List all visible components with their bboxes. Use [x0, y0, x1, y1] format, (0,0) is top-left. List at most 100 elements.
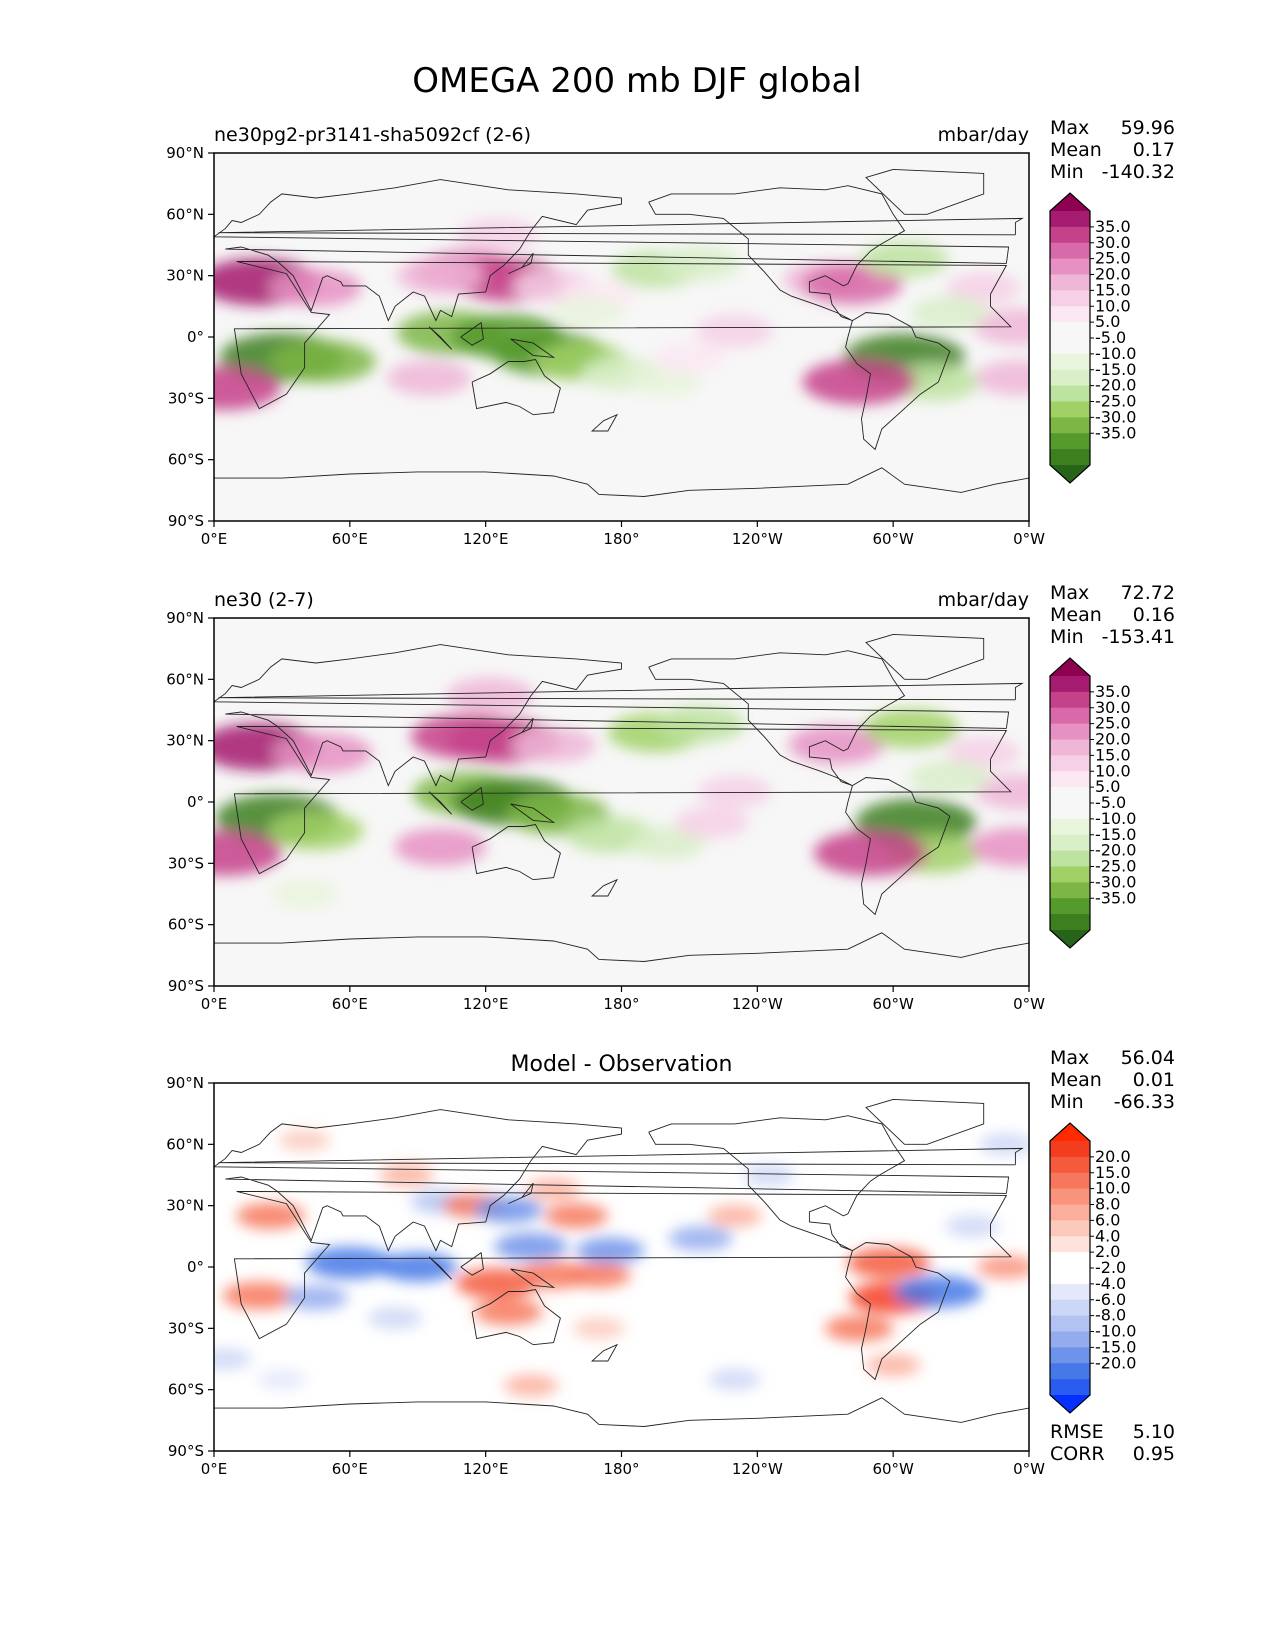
colorbar-tick-label: -35.0 [1095, 423, 1136, 442]
field-feature [378, 1252, 457, 1282]
field-feature [860, 240, 949, 278]
colorbar-segment [1050, 1156, 1090, 1174]
field-feature [847, 1247, 931, 1279]
colorbar-segment [1050, 369, 1090, 387]
field-feature [865, 1354, 921, 1377]
field-feature [445, 677, 535, 715]
colorbar-tick-label: -25.0 [1095, 392, 1136, 411]
colorbar: 35.030.025.020.015.010.05.0-5.0-10.0-15.… [1049, 192, 1136, 484]
y-tick-label: 60°N [166, 670, 204, 688]
colorbar-tick-label: -8.0 [1095, 1306, 1126, 1325]
x-tick-label: 60°E [332, 995, 368, 1013]
stat-label: Min [1050, 626, 1084, 648]
x-tick-label: 60°E [332, 530, 368, 548]
metric-value: 0.95 [1133, 1443, 1175, 1465]
coastline [233, 260, 1012, 410]
x-tick-label: 180° [603, 1460, 639, 1478]
colorbar-segment [1050, 755, 1090, 772]
colorbar-tick-label: -4.0 [1095, 1274, 1126, 1293]
field-feature [511, 726, 596, 763]
stat-label: Max [1050, 117, 1089, 139]
field-feature [456, 217, 538, 252]
field-feature [575, 1237, 645, 1264]
y-tick-label: 30°N [166, 267, 204, 285]
y-tick-label: 30°S [168, 854, 204, 872]
coastline [508, 1182, 534, 1205]
colorbar-segment [1050, 1252, 1090, 1269]
coastline [214, 644, 1010, 787]
field-feature [695, 314, 774, 348]
stats-box: Max 72.72 Mean 0.16 Min -153.41 [1050, 582, 1175, 648]
colorbar-tick-label: 15.0 [1095, 745, 1131, 764]
field-feature [566, 1262, 631, 1288]
field-feature [708, 1368, 761, 1391]
colorbar-segment [1050, 449, 1090, 466]
coastline [845, 312, 951, 451]
field-feature [946, 736, 1021, 769]
y-tick-label: 60°N [166, 1135, 204, 1153]
colorbar-segment [1050, 242, 1090, 260]
field-feature [214, 1348, 252, 1370]
stat-label: Max [1050, 582, 1089, 604]
colorbar-tick-label: 10.0 [1095, 296, 1131, 315]
colorbar-tick-label: -10.0 [1095, 1322, 1136, 1341]
coastline [865, 633, 985, 680]
colorbar-segment [1050, 433, 1090, 450]
coastline [508, 717, 534, 740]
colorbar-segment [1050, 914, 1090, 931]
colorbar-tick-label: 5.0 [1095, 312, 1120, 331]
coastline [865, 168, 985, 215]
colorbar-tick-label: -20.0 [1095, 841, 1136, 860]
y-tick-label: 30°S [168, 389, 204, 407]
field-feature [214, 830, 283, 876]
colorbar-segment [1050, 1331, 1090, 1348]
coastline [218, 682, 1024, 701]
x-tick-label: 60°W [872, 530, 914, 548]
field-feature [910, 295, 989, 330]
field-feature [544, 1203, 609, 1229]
x-tick-label: 0°E [201, 1460, 228, 1478]
colorbar-tick-label: -20.0 [1095, 376, 1136, 395]
colorbar-tick-label: 5.0 [1095, 777, 1120, 796]
y-tick-label: 0° [187, 1258, 204, 1276]
colorbar-tick-label: -2.0 [1095, 1258, 1126, 1277]
colorbar-segment [1050, 1172, 1090, 1190]
field-feature [887, 362, 980, 401]
colorbar-segment [1050, 1379, 1090, 1396]
y-axis: 90°N 60°N 30°N 0° 30°S 60°S 90°S [166, 1074, 214, 1460]
coastline [428, 326, 453, 350]
colorbar-segment [1050, 676, 1090, 693]
colorbar-segment [1050, 898, 1090, 915]
colorbar-segment [1050, 850, 1090, 867]
x-tick-label: 120°W [732, 995, 783, 1013]
colorbar: 35.030.025.020.015.010.05.0-5.0-10.0-15.… [1049, 657, 1136, 949]
field-feature [473, 1196, 543, 1223]
coastline [471, 359, 561, 416]
colorbar-segment [1050, 1236, 1090, 1253]
y-tick-label: 90°S [168, 977, 204, 995]
stat-label: Min [1050, 1091, 1084, 1113]
field-feature [631, 366, 702, 398]
coastline [510, 1268, 556, 1289]
field-feature [572, 1317, 625, 1340]
coastlines [214, 168, 1029, 497]
x-tick-label: 60°W [872, 995, 914, 1013]
stat-value: 59.96 [1121, 117, 1175, 139]
panel-difference: 0°E 60°E 120°E 180° 120°W 60°W 0°W 90°N 60°N 30°N… [166, 1047, 1175, 1478]
coastline [214, 179, 1010, 322]
colorbar-tick-label: -5.0 [1095, 328, 1126, 347]
colorbar-tick-label: -15.0 [1095, 360, 1136, 379]
colorbar-outline [1049, 192, 1091, 484]
coastline [428, 1256, 453, 1280]
field-feature [394, 827, 487, 866]
colorbar-segment [1050, 353, 1090, 371]
colorbar-tick-label: -30.0 [1095, 407, 1136, 426]
colorbar-extend-min [1050, 930, 1090, 948]
field-feature [367, 1307, 423, 1330]
metric-label: RMSE [1050, 1421, 1104, 1443]
colorbar-segment [1050, 1141, 1090, 1158]
colorbar-outline [1049, 657, 1091, 949]
field-feature [271, 879, 338, 909]
colorbar-tick-label: -6.0 [1095, 1290, 1126, 1309]
colorbar-tick-label: 20.0 [1095, 730, 1131, 749]
